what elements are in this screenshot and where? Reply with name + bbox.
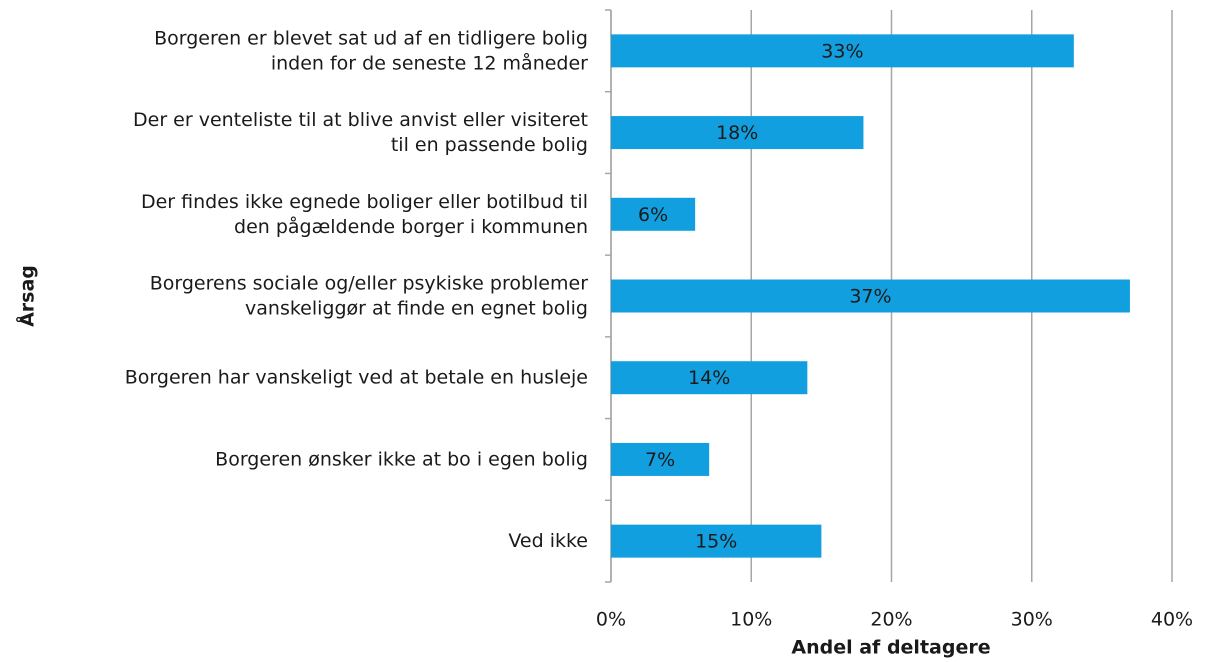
data-label: 15% — [695, 531, 737, 553]
x-axis-label: Andel af deltagere — [791, 637, 990, 659]
y-tick-label: Borgerens sociale og/eller psykiske prob… — [150, 272, 588, 319]
data-label: 14% — [688, 367, 730, 389]
bar — [611, 34, 1074, 68]
x-tick-label: 0% — [596, 609, 626, 631]
y-tick-label: Borgeren ønsker ikke at bo i egen bolig — [215, 448, 588, 470]
y-tick-label: Ved ikke — [508, 530, 588, 552]
data-label: 6% — [638, 204, 668, 226]
y-tick-label: Borgeren er blevet sat ud af en tidliger… — [154, 27, 588, 74]
x-tick-label: 10% — [730, 609, 772, 631]
data-label: 18% — [716, 122, 758, 144]
y-tick-label: Borgeren har vanskeligt ved at betale en… — [125, 366, 588, 388]
bar — [611, 279, 1130, 313]
data-label: 7% — [645, 449, 675, 471]
y-axis-label: Årsag — [15, 265, 39, 327]
data-label: 37% — [849, 286, 891, 308]
y-tick-label: Der findes ikke egnede boliger eller bot… — [141, 190, 588, 237]
bar — [611, 442, 710, 476]
y-tick-label: Der er venteliste til at blive anvist el… — [133, 109, 588, 156]
bar — [611, 116, 864, 150]
x-tick-label: 40% — [1151, 609, 1193, 631]
x-tick-label: 30% — [1011, 609, 1053, 631]
data-label: 33% — [821, 40, 863, 62]
x-tick-label: 20% — [870, 609, 912, 631]
bar — [611, 361, 808, 395]
bar — [611, 524, 822, 558]
bar — [611, 197, 696, 231]
